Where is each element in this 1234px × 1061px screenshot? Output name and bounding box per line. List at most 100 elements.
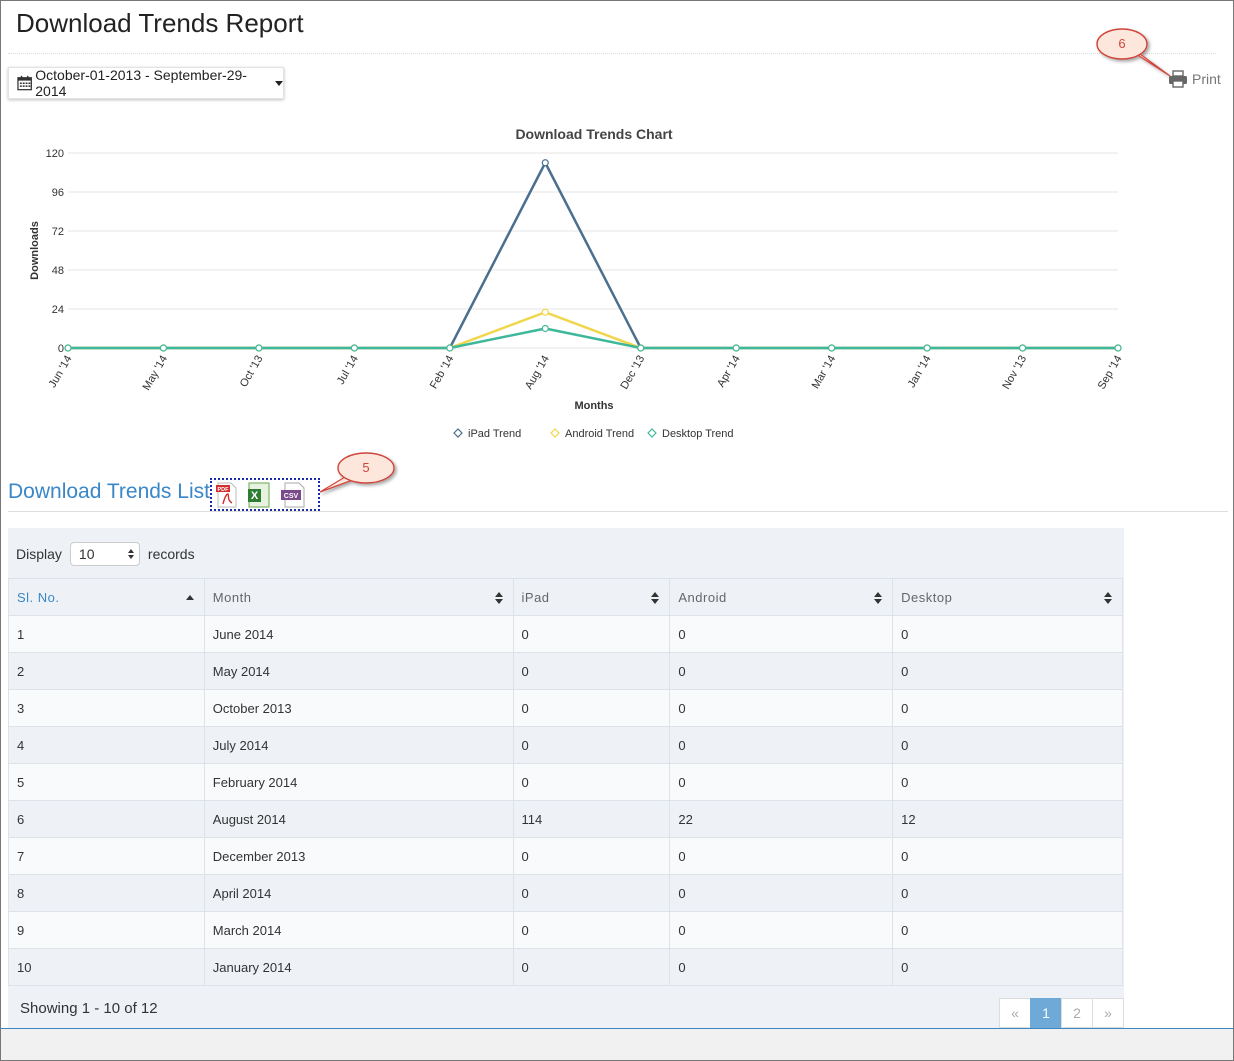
sort-icon — [494, 592, 503, 604]
table-row: 7 December 2013 0 0 0 — [8, 837, 1123, 875]
page-title: Download Trends Report — [16, 8, 304, 38]
x-tick-label: Feb '14 — [428, 354, 457, 391]
title-divider — [8, 53, 1216, 54]
cell-ipad: 0 — [512, 615, 671, 653]
x-tick-label: Jun '14 — [47, 354, 75, 390]
column-header-month[interactable]: Month — [203, 578, 514, 616]
data-point — [828, 344, 836, 352]
cell-month: July 2014 — [203, 726, 514, 764]
chevron-down-icon — [275, 80, 283, 86]
pager-prev-button[interactable]: « — [999, 998, 1031, 1028]
y-tick-label: 72 — [52, 226, 64, 238]
pager-page-2[interactable]: 2 — [1061, 998, 1093, 1028]
column-header-android[interactable]: Android — [669, 578, 894, 616]
y-tick-label: 24 — [52, 304, 64, 316]
cell-ipad: 0 — [512, 689, 671, 727]
x-axis-label: Months — [574, 400, 613, 412]
table-row: 9 March 2014 0 0 0 — [8, 911, 1123, 949]
cell-android: 0 — [669, 726, 894, 764]
date-range-button[interactable]: October-01-2013 - September-29-2014 — [8, 67, 284, 99]
data-point — [255, 344, 263, 352]
column-header-label: Month — [212, 589, 252, 605]
data-point — [446, 344, 454, 352]
y-axis-label: Downloads — [29, 221, 41, 280]
cell-desktop: 12 — [892, 800, 1123, 838]
cell-ipad: 0 — [512, 652, 671, 690]
data-point — [541, 308, 549, 316]
x-tick-label: May '14 — [141, 354, 170, 393]
table-panel: Display 10 records Sl. No. Month — [8, 528, 1124, 1028]
download-trends-chart: Download Trends Chart 0 24 48 72 96 120 Downloa… — [29, 126, 1125, 440]
page-size-select[interactable]: 10 — [69, 542, 140, 566]
cell-sl-no: 10 — [8, 948, 205, 986]
cell-ipad: 0 — [512, 726, 671, 764]
cell-sl-no: 2 — [8, 652, 205, 690]
data-point — [637, 344, 645, 352]
legend-marker — [550, 428, 560, 438]
x-tick-label: Mar '14 — [810, 354, 839, 391]
cell-desktop: 0 — [892, 689, 1123, 727]
excel-icon[interactable]: X — [247, 482, 271, 508]
callout-export-number: 5 — [362, 460, 369, 475]
table-row: 10 January 2014 0 0 0 — [8, 948, 1123, 986]
table-row: 2 May 2014 0 0 0 — [8, 652, 1123, 690]
legend-marker — [647, 428, 657, 438]
column-header-label: Sl. No. — [17, 589, 60, 605]
callout-print: 6 — [1096, 28, 1171, 77]
date-range-label: October-01-2013 - September-29-2014 — [35, 67, 247, 99]
sort-icon — [651, 592, 660, 604]
cell-android: 0 — [669, 689, 894, 727]
pdf-icon[interactable]: PDF — [215, 482, 239, 508]
column-header-label: iPad — [521, 589, 550, 605]
data-point — [541, 324, 549, 333]
cell-ipad: 0 — [512, 763, 671, 801]
cell-desktop: 0 — [892, 615, 1123, 653]
cell-month: March 2014 — [203, 911, 514, 949]
cell-month: May 2014 — [203, 652, 514, 690]
csv-icon-label: CSV — [284, 493, 299, 500]
column-header-label: Android — [678, 589, 727, 605]
cell-android: 0 — [669, 837, 894, 875]
download-trends-table: Sl. No. Month iPad Android Desktop — [8, 578, 1123, 986]
cell-android: 0 — [669, 874, 894, 912]
calendar-icon — [17, 75, 32, 91]
cell-sl-no: 3 — [8, 689, 205, 727]
cell-month: April 2014 — [203, 874, 514, 912]
pager-next-button[interactable]: » — [1092, 998, 1124, 1028]
cell-sl-no: 7 — [8, 837, 205, 875]
x-tick-label: Apr '14 — [715, 354, 743, 390]
select-arrows-icon — [127, 549, 134, 559]
column-header-desktop[interactable]: Desktop — [892, 578, 1123, 616]
cell-sl-no: 5 — [8, 763, 205, 801]
cell-month: February 2014 — [203, 763, 514, 801]
cell-desktop: 0 — [892, 837, 1123, 875]
cell-sl-no: 6 — [8, 800, 205, 838]
table-row: 8 April 2014 0 0 0 — [8, 874, 1123, 912]
sort-icon — [874, 592, 883, 604]
cell-ipad: 0 — [512, 911, 671, 949]
column-header-sl-no[interactable]: Sl. No. — [8, 578, 205, 616]
cell-month: October 2013 — [203, 689, 514, 727]
print-button[interactable]: Print — [1168, 70, 1221, 88]
y-tick-label: 120 — [46, 148, 64, 160]
x-tick-label: Jan '14 — [906, 354, 934, 390]
cell-desktop: 0 — [892, 763, 1123, 801]
export-icon-group: PDF X CSV — [210, 478, 320, 511]
data-point — [923, 344, 931, 352]
list-divider — [8, 511, 1228, 512]
y-tick-label: 96 — [52, 187, 64, 199]
cell-android: 0 — [669, 763, 894, 801]
column-header-label: Desktop — [901, 589, 953, 605]
cell-ipad: 114 — [512, 800, 671, 838]
bottom-bar — [1, 1028, 1233, 1060]
cell-android: 0 — [669, 948, 894, 986]
x-tick-label: Oct '13 — [238, 354, 266, 390]
pager-page-1[interactable]: 1 — [1030, 998, 1062, 1028]
cell-sl-no: 1 — [8, 615, 205, 653]
column-header-ipad[interactable]: iPad — [512, 578, 671, 616]
cell-desktop: 0 — [892, 874, 1123, 912]
legend-item: iPad Trend — [468, 428, 521, 440]
csv-icon[interactable]: CSV — [279, 482, 305, 508]
x-tick-label: Aug '14 — [523, 354, 552, 392]
chart-title: Download Trends Chart — [515, 126, 672, 142]
